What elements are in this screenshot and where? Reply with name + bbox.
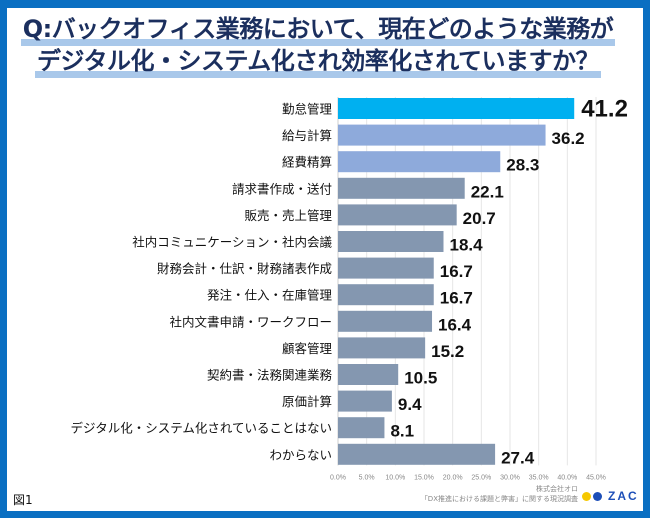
value-label: 8.1 [390,422,414,441]
value-label: 20.7 [463,209,496,228]
value-label: 15.2 [431,342,464,361]
logo-yellow-dot-icon [582,491,591,501]
category-label: 原価計算 [282,394,332,409]
category-label: 経費精算 [282,155,332,170]
bar [338,98,575,119]
value-label: 36.2 [552,129,585,148]
source-survey: 「DX推進における課題と弊害」に関する現況調査 [420,495,578,503]
title-line-1-text: Q:バックオフィス業務において、現在どのような業務が [20,15,615,46]
x-axis-tick-labels: 0.0% 5.0% 10.0% 15.0% 20.0% 25.0% 30.0% 35.0% 40… [330,474,606,481]
value-label: 16.7 [440,289,473,308]
bar [338,417,385,439]
bars [338,98,575,465]
category-label: 社内文書申請・ワークフロー [169,314,332,329]
x-tick-label: 35.0% [529,474,549,481]
chart-panel [7,8,643,511]
source-note: 株式会社オロ 「DX推進における課題と弊害」に関する現況調査 [421,484,578,504]
category-label: 請求書作成・送付 [232,181,332,196]
bar [338,177,465,199]
title-line-2: デジタル化・システム化され効率化されていますか？ [0,46,636,78]
source-company: 株式会社オロ [536,485,578,493]
category-label: デジタル化・システム化されていることはない [70,421,332,436]
bar [338,337,426,359]
title-line-2-text: デジタル化・システム化され効率化されていますか？ [34,46,602,78]
value-label: 9.4 [398,395,422,414]
bar [338,124,546,146]
logo-blue-dot-icon [593,491,602,501]
title-line-1: Q:バックオフィス業務において、現在どのような業務が [0,14,636,46]
value-label: 27.4 [501,448,535,467]
x-tick-label: 10.0% [385,474,405,481]
category-label: 社内コミュニケーション・社内会議 [132,235,332,250]
figure-label: 図1 [13,493,33,507]
bar [338,310,433,332]
category-label: 発注・仕入・在庫管理 [207,288,333,303]
bar [338,284,434,306]
value-labels: 41.2 36.2 28.322.1 20.7 18.4 16.7 16.7 16.4 15.2… [390,96,627,468]
value-label: 18.4 [449,236,483,255]
bar [338,364,399,385]
x-tick-label: 5.0% [359,474,375,481]
x-tick-label: 20.0% [443,474,463,481]
x-tick-label: 0.0% [330,474,346,481]
value-label: 22.1 [471,182,504,201]
x-tick-label: 30.0% [500,474,520,481]
category-label: 勤怠管理 [282,102,333,117]
bar [338,151,501,173]
x-tick-label: 40.0% [557,474,577,481]
bar [338,443,496,465]
category-label: 顧客管理 [282,341,333,356]
bar [338,231,444,252]
category-labels: 勤怠管理給与計算経費精算請求書作成・送付販売・売上管理社内コミュニケーション・社… [70,102,332,463]
value-label: 16.7 [440,262,473,281]
bar [338,204,457,226]
value-label: 41.2 [581,96,628,123]
category-label: 契約書・法務関連業務 [207,368,333,383]
x-tick-label: 25.0% [471,474,491,481]
bar [338,390,392,412]
value-label: 28.3 [506,156,539,175]
zac-logo: ZAC [582,489,639,503]
category-label: 財務会計・仕訳・財務諸表作成 [157,261,332,276]
value-label: 10.5 [404,369,437,388]
category-label: 給与計算 [282,128,332,143]
category-label: わからない [269,447,332,462]
value-label: 16.4 [438,315,472,334]
bar [338,257,434,279]
x-tick-label: 15.0% [414,474,434,481]
category-label: 販売・売上管理 [244,208,332,223]
logo-text: ZAC [608,489,639,503]
x-tick-label: 45.0% [586,474,606,481]
